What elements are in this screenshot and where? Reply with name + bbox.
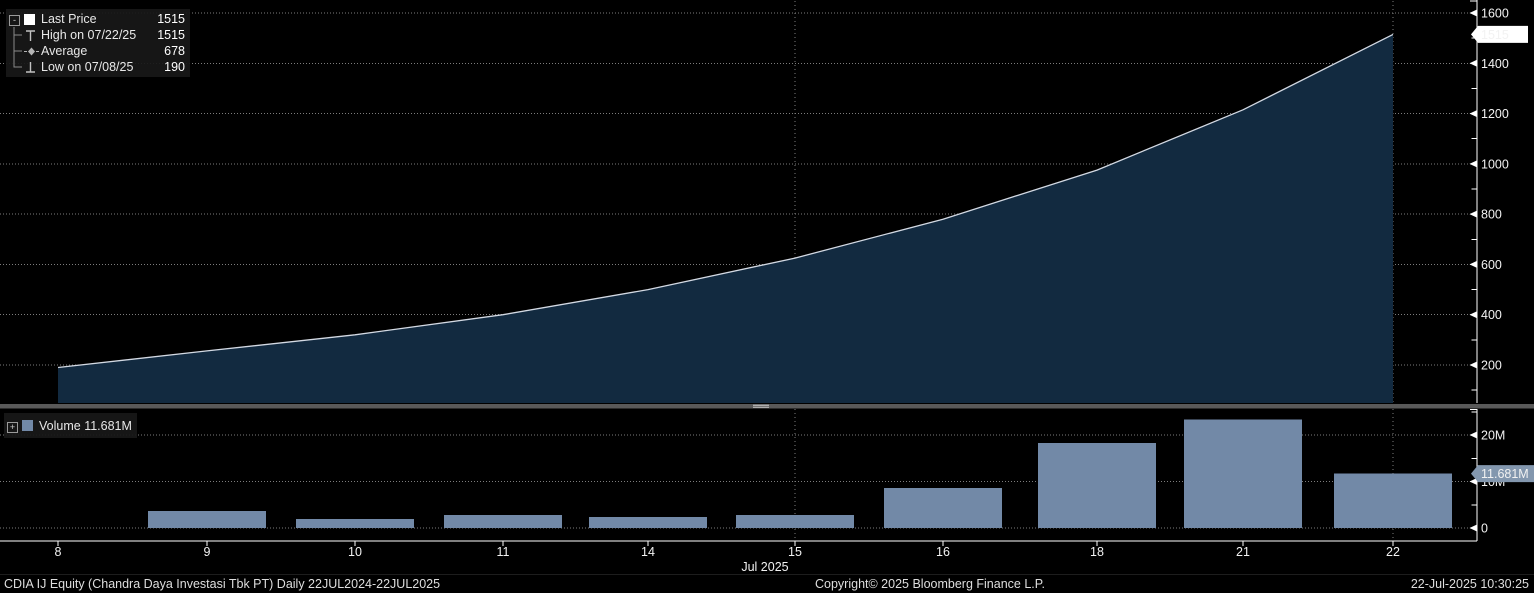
average-marker-icon xyxy=(24,47,39,55)
volume-bar xyxy=(444,515,562,528)
price-axis-label: 800 xyxy=(1481,208,1502,222)
legend-value-high: 1515 xyxy=(157,28,185,42)
legend-label-high: High on 07/22/25 xyxy=(41,28,137,42)
legend-row-low: Low on 07/08/25 190 xyxy=(9,59,185,75)
panel-separator xyxy=(0,404,1534,409)
x-tick-label: 14 xyxy=(641,545,655,559)
legend-label-low: Low on 07/08/25 xyxy=(41,60,134,74)
price-line xyxy=(57,33,1394,369)
separator-grip-handle[interactable] xyxy=(753,406,769,408)
x-tick-label: 8 xyxy=(55,545,62,559)
x-tick-label: 18 xyxy=(1090,545,1104,559)
last-price-badge xyxy=(1471,25,1528,43)
volume-bar xyxy=(589,516,707,528)
volume-axis-tick-arrow xyxy=(1469,524,1477,532)
legend-value-volume: 11.681M xyxy=(84,418,132,433)
price-legend: - Last Price 1515 High on 07/22/25 1515 … xyxy=(6,9,190,77)
status-bar: CDIA IJ Equity (Chandra Daya Investasi T… xyxy=(0,574,1534,593)
volume-axis-label: 0 xyxy=(1481,522,1488,536)
tree-connector xyxy=(9,27,24,43)
price-axis-tick-arrow xyxy=(1469,59,1477,67)
x-tick-label: 22 xyxy=(1386,545,1400,559)
volume-swatch-icon xyxy=(22,420,33,431)
volume-bar xyxy=(296,519,414,528)
price-axis-tick-arrow xyxy=(1469,160,1477,168)
x-tick-label: 10 xyxy=(348,545,362,559)
price-axis-tick-arrow xyxy=(1469,311,1477,319)
volume-legend: + Volume 11.681M xyxy=(4,413,137,438)
x-tick-label: 15 xyxy=(788,545,802,559)
volume-bar xyxy=(1334,473,1452,528)
legend-row-last-price: - Last Price 1515 xyxy=(9,11,185,27)
x-tick-label: 9 xyxy=(204,545,211,559)
price-axis-label: 400 xyxy=(1481,308,1502,322)
legend-label-average: Average xyxy=(41,44,88,58)
month-label: Jul 2025 xyxy=(741,560,788,574)
x-tick-label: 11 xyxy=(497,545,510,559)
legend-row-average: Average 678 xyxy=(9,43,185,59)
legend-label-last-price: Last Price xyxy=(41,12,97,26)
last-price-swatch-icon xyxy=(24,13,35,25)
marker-cell xyxy=(24,27,41,43)
price-axis-label: 1400 xyxy=(1481,57,1509,71)
price-axis-label: 1600 xyxy=(1481,7,1509,21)
legend-row-volume: + Volume 11.681M xyxy=(7,415,132,436)
marker-cell xyxy=(24,59,41,75)
tree-connector xyxy=(9,59,24,75)
volume-bar xyxy=(884,488,1002,528)
price-axis-label: 1000 xyxy=(1481,157,1509,171)
security-description: CDIA IJ Equity (Chandra Daya Investasi T… xyxy=(4,577,441,591)
high-marker-icon xyxy=(26,29,35,41)
x-tick-label: 16 xyxy=(936,545,950,559)
copyright-text: Copyright© 2025 Bloomberg Finance L.P. xyxy=(815,577,1045,591)
tree-connector xyxy=(9,43,24,59)
volume-axis-tick-arrow xyxy=(1469,431,1477,439)
price-axis-tick-arrow xyxy=(1469,210,1477,218)
price-axis-tick-arrow xyxy=(1469,110,1477,118)
tree-cell: - xyxy=(9,11,24,27)
price-area-fill xyxy=(58,34,1393,404)
marker-cell xyxy=(24,11,41,27)
volume-bar xyxy=(736,515,854,528)
tree-branch-icon xyxy=(13,27,22,43)
price-axis-label: 1200 xyxy=(1481,107,1509,121)
separator-grip-handle[interactable] xyxy=(753,404,769,406)
price-axis-tick-arrow xyxy=(1469,361,1477,369)
marker-cell xyxy=(22,418,39,434)
price-axis-tick-arrow xyxy=(1469,9,1477,17)
price-axis-tick-arrow xyxy=(1469,260,1477,268)
volume-axis-label: 20M xyxy=(1481,429,1505,443)
legend-row-high: High on 07/22/25 1515 xyxy=(9,27,185,43)
volume-badge xyxy=(1471,465,1534,483)
price-axis-label: 600 xyxy=(1481,258,1502,272)
legend-value-last-price: 1515 xyxy=(157,12,185,26)
timestamp: 22-Jul-2025 10:30:25 xyxy=(1410,577,1529,591)
marker-cell xyxy=(24,43,41,59)
legend-value-average: 678 xyxy=(164,44,185,58)
volume-bar xyxy=(1038,442,1156,528)
volume-axis-tick-arrow xyxy=(1469,478,1477,485)
expand-toggle-icon[interactable]: + xyxy=(7,421,18,433)
x-tick-label: 21 xyxy=(1236,545,1250,559)
last-price-badge-text: 1515 xyxy=(1481,28,1509,42)
tree-branch-icon xyxy=(13,43,22,59)
volume-badge-text: 11.681M xyxy=(1481,467,1529,481)
collapse-toggle-icon[interactable]: - xyxy=(9,15,20,26)
legend-label-volume: Volume 11.681M xyxy=(39,418,132,433)
legend-value-low: 190 xyxy=(164,60,185,74)
price-axis-label: 200 xyxy=(1481,359,1502,373)
tree-branch-icon xyxy=(13,59,22,68)
volume-bar xyxy=(148,510,266,528)
tree-cell: + xyxy=(7,418,22,434)
low-marker-icon xyxy=(26,61,35,73)
volume-bar xyxy=(1184,419,1302,528)
